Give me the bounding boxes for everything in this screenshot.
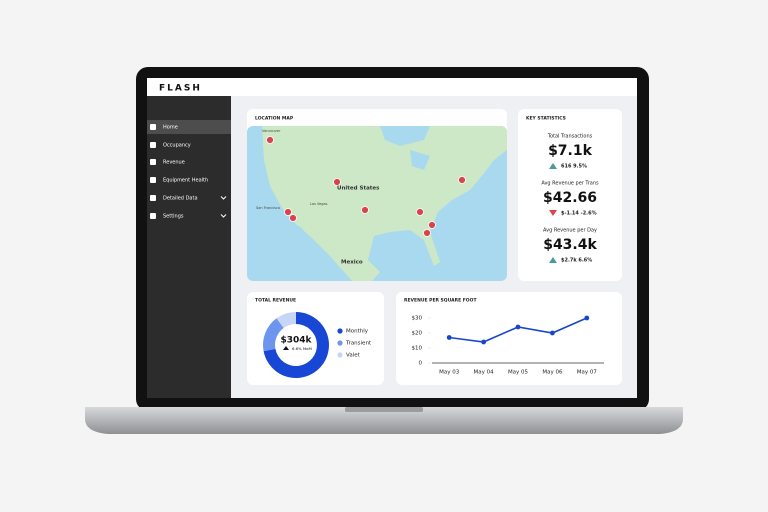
map-label: Las Vegas xyxy=(310,202,328,206)
pin[interactable] xyxy=(428,221,436,229)
stat-value: $7.1k xyxy=(548,143,593,159)
up-triangle xyxy=(549,163,557,169)
sidebar xyxy=(147,96,231,398)
nav-item[interactable]: Home xyxy=(163,125,178,131)
data-point[interactable] xyxy=(446,335,452,340)
x-tick-label: May 04 xyxy=(474,370,495,376)
brand-logo[interactable]: FLASH xyxy=(159,84,202,94)
map-label: Mexico xyxy=(341,260,363,266)
land xyxy=(262,126,507,281)
map-label: United States xyxy=(337,186,380,192)
nav-icon xyxy=(150,142,156,148)
up-triangle xyxy=(549,257,557,263)
legend-label: Monthly xyxy=(346,329,369,335)
y-tick-label: $10 xyxy=(412,346,423,352)
pin[interactable] xyxy=(266,136,274,144)
nav-item[interactable]: Occupancy xyxy=(163,143,191,149)
card-title: TOTAL REVENUE xyxy=(255,298,296,304)
nav-item[interactable]: Equipment Health xyxy=(163,178,208,184)
x-tick-label: May 07 xyxy=(577,370,598,376)
legend-swatch xyxy=(337,340,343,346)
card-title: LOCATION MAP xyxy=(255,116,294,122)
nav-icon xyxy=(150,213,156,219)
pin[interactable] xyxy=(458,176,466,184)
stat-change: $2.7k 6.6% xyxy=(561,258,592,264)
pins xyxy=(266,136,466,237)
notch xyxy=(345,407,423,412)
line-card xyxy=(396,292,622,385)
stat-value: $43.4k xyxy=(543,237,597,253)
pin[interactable] xyxy=(416,208,424,216)
line-chart: 0 $10 $20 $30 May 03 May 04 May 05 May 06 May 07 xyxy=(412,315,604,376)
y-tick-label: $30 xyxy=(412,316,423,322)
top-bar xyxy=(147,78,637,96)
pin[interactable] xyxy=(284,208,292,216)
stat-label: Avg Revenue per Day xyxy=(543,228,597,234)
data-point[interactable] xyxy=(481,339,486,345)
data-point[interactable] xyxy=(584,315,590,321)
stat-change: $-1.14 -2.6% xyxy=(561,211,597,217)
nav-item[interactable]: Revenue xyxy=(163,160,185,166)
donut-segment xyxy=(263,312,330,379)
pin[interactable] xyxy=(289,214,297,222)
up-arrow xyxy=(283,346,289,350)
stat-value: $42.66 xyxy=(543,190,597,206)
nav-icon xyxy=(150,195,156,201)
down-triangle xyxy=(549,210,557,216)
gulf xyxy=(298,226,318,250)
map[interactable]: Vancouver San Francisco Las Vegas United… xyxy=(247,126,507,281)
legend-label: Transient xyxy=(345,341,372,347)
pin[interactable] xyxy=(333,178,341,186)
donut-segment xyxy=(263,318,284,352)
key-statistics: Total Transactions $7.1k 616 9.5% Avg Reven… xyxy=(541,134,599,264)
y-tick-label: 0 xyxy=(419,361,423,367)
legend-swatch xyxy=(337,352,343,358)
map-label: Vancouver xyxy=(262,129,281,133)
donut-center-value: $304k xyxy=(280,336,312,346)
nav-item[interactable]: Detailed Data xyxy=(163,196,198,202)
nav-icon xyxy=(150,177,156,183)
nav-item[interactable]: Settings xyxy=(163,214,184,220)
pin[interactable] xyxy=(361,206,369,214)
legend-label: Valet xyxy=(346,353,361,359)
laptop-base xyxy=(85,407,683,434)
card-title: KEY STATISTICS xyxy=(526,116,566,122)
map-label: San Francisco xyxy=(256,206,280,210)
data-point[interactable] xyxy=(515,324,521,330)
donut-segment xyxy=(276,312,296,329)
stat-label: Avg Revenue per Trans xyxy=(541,181,599,187)
donut-center-change: 6.6% MoM xyxy=(292,346,312,351)
stat-label: Total Transactions xyxy=(547,134,593,140)
sidebar-items: Home Occupancy Revenue Equipment Health Deta… xyxy=(147,120,231,220)
data-point[interactable] xyxy=(550,330,555,336)
stats-card xyxy=(518,109,622,281)
x-tick-label: May 06 xyxy=(542,370,563,376)
x-tick-label: May 03 xyxy=(439,370,460,376)
card-title: REVENUE PER SQUARE FOOT xyxy=(404,298,477,304)
chevron[interactable] xyxy=(220,214,227,218)
chevron[interactable] xyxy=(220,196,227,200)
lake xyxy=(410,150,430,170)
active-highlight xyxy=(147,120,231,134)
y-tick-label: $20 xyxy=(412,331,423,337)
lake xyxy=(380,126,430,146)
pin[interactable] xyxy=(423,229,431,237)
nav-icon xyxy=(150,159,156,165)
x-tick-label: May 05 xyxy=(508,370,529,376)
donut-chart: Monthly Transient Valet xyxy=(263,312,372,379)
stat-change: 616 9.5% xyxy=(561,164,587,170)
legend-swatch xyxy=(337,328,343,334)
nav-icon xyxy=(150,124,156,130)
